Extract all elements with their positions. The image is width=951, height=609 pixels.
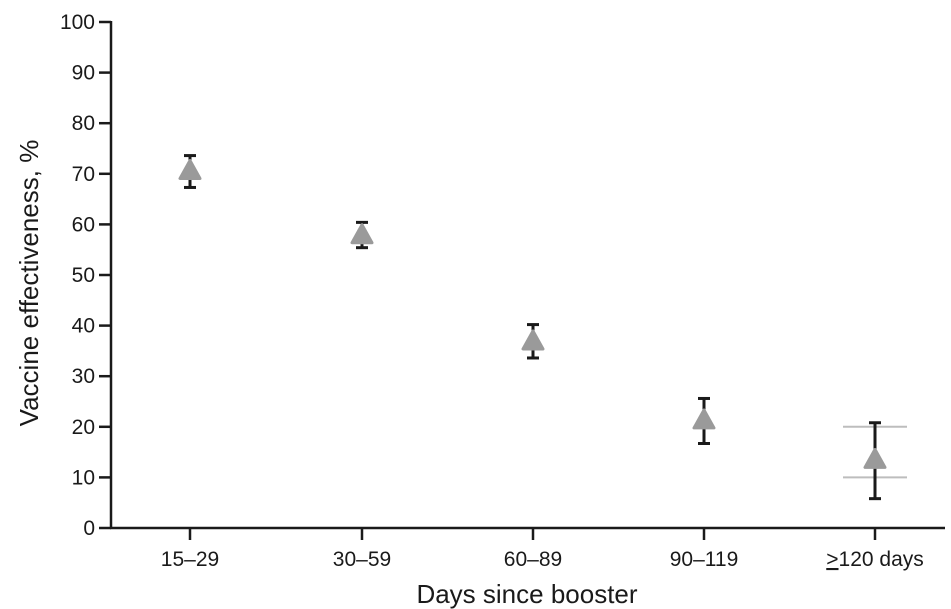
y-tick-label: 30 (72, 365, 95, 388)
y-tick-label: 20 (72, 416, 95, 439)
y-tick-label: 60 (72, 213, 95, 236)
point-marker (692, 408, 716, 430)
data-point-group (863, 421, 887, 501)
y-tick-label: 90 (72, 62, 95, 85)
y-tick-label: 80 (72, 112, 95, 135)
data-point-group (178, 154, 202, 189)
y-tick-label: 10 (72, 466, 95, 489)
x-axis-ticks: 15–29 30–59 60–89 90–119 >120 days (161, 528, 924, 571)
x-tick-label: >120 days (826, 548, 924, 571)
data-points (178, 154, 887, 501)
y-tick-label: 40 (72, 315, 95, 338)
x-axis-title: Days since booster (416, 579, 637, 609)
y-tick-label: 100 (60, 11, 95, 34)
point-marker (178, 158, 202, 180)
y-axis-title: Vaccine effectiveness, % (14, 140, 44, 427)
x-tick-label: 15–29 (161, 548, 219, 571)
y-tick-label: 0 (83, 517, 95, 540)
x-tick-label: 30–59 (333, 548, 391, 571)
y-tick-label: 50 (72, 264, 95, 287)
data-point-group (350, 220, 374, 250)
x-tick-label: 60–89 (504, 548, 562, 571)
y-tick-label: 70 (72, 163, 95, 186)
x-tick-label: 90–119 (670, 548, 739, 571)
data-point-group (692, 396, 716, 445)
point-marker (350, 223, 374, 245)
y-axis-ticks: 0 10 20 30 40 50 60 70 80 90 100 (60, 11, 111, 540)
data-point-group (521, 323, 545, 360)
point-marker (863, 447, 887, 469)
point-marker (521, 329, 545, 351)
